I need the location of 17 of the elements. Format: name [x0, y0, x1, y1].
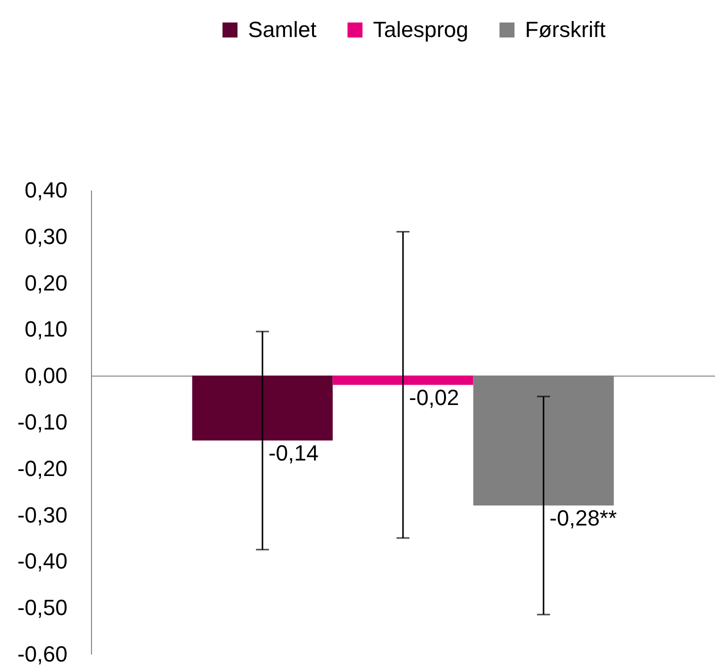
data-label: -0,14 [268, 440, 319, 466]
y-tick-label: -0,50 [17, 595, 68, 620]
y-tick-label: 0,20 [24, 270, 68, 296]
y-tick-label: -0,40 [17, 548, 68, 574]
legend-label: Samlet [248, 17, 316, 42]
y-tick-label: 0,10 [24, 316, 68, 342]
y-tick-label: 0,00 [24, 363, 68, 388]
y-tick-label: -0,30 [17, 502, 68, 528]
legend-label: Talesprog [373, 17, 468, 42]
legend-label: Førskrift [525, 17, 606, 42]
y-tick-label: -0,10 [17, 410, 68, 434]
y-tick-label: -0,20 [17, 456, 68, 481]
y-tick-label: 0,30 [24, 224, 68, 249]
y-tick-label: -0,60 [17, 642, 68, 666]
y-tick-label: 0,40 [24, 178, 68, 202]
data-label: -0,02 [409, 384, 460, 410]
data-label: -0,28** [550, 506, 618, 531]
